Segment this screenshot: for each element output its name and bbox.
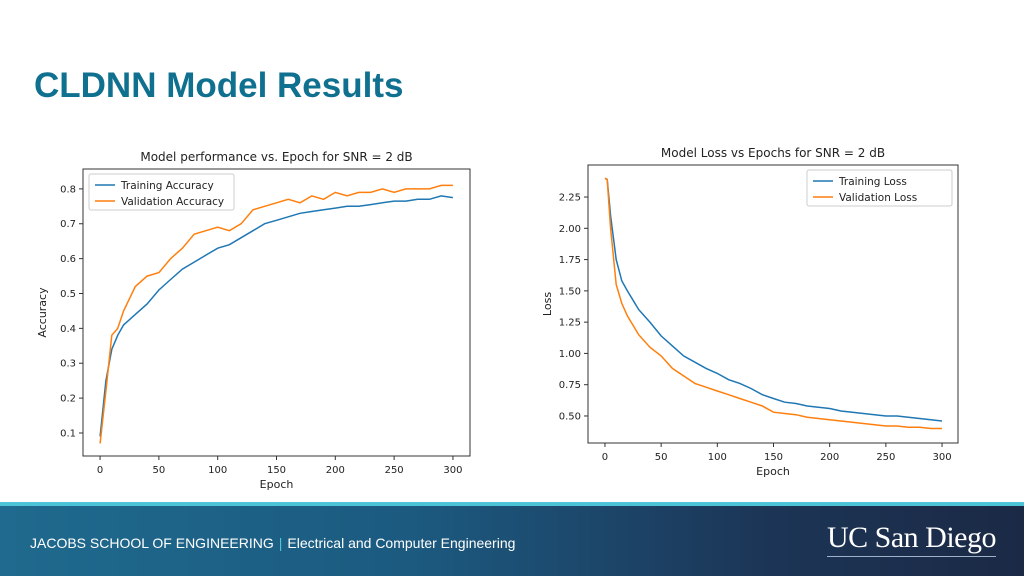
y-axis-label: Accuracy xyxy=(36,287,49,338)
y-tick-label: 0.1 xyxy=(60,428,76,439)
loss-chart: Model Loss vs Epochs for SNR = 2 dB 0 50 10… xyxy=(541,146,959,478)
slide-title: CLDNN Model Results xyxy=(34,66,404,105)
legend-box xyxy=(88,173,235,211)
x-tick-label: 0 xyxy=(97,465,103,476)
x-tick-label: 250 xyxy=(876,452,895,463)
school-name: JACOBS SCHOOL OF ENGINEERING xyxy=(30,535,274,551)
accuracy-chart: Model performance vs. Epoch for SNR = 2 … xyxy=(36,150,471,491)
footer-text: JACOBS SCHOOL OF ENGINEERING | Electrical … xyxy=(30,535,515,551)
legend-box xyxy=(806,169,953,207)
legend-label: Training Accuracy xyxy=(120,180,214,192)
y-tick-label: 0.4 xyxy=(60,324,76,335)
y-tick-label: 0.50 xyxy=(559,411,581,422)
legend-label: Validation Loss xyxy=(839,192,917,204)
x-tick-label: 50 xyxy=(655,452,668,463)
y-tick-label: 0.8 xyxy=(60,184,76,195)
chart-title: Model Loss vs Epochs for SNR = 2 dB xyxy=(661,146,885,160)
y-tick-label: 1.50 xyxy=(559,286,581,297)
footer-bar: JACOBS SCHOOL OF ENGINEERING | Electrical … xyxy=(0,502,1024,576)
x-tick-label: 250 xyxy=(385,465,404,476)
x-tick-label: 150 xyxy=(267,465,286,476)
chart-title: Model performance vs. Epoch for SNR = 2 … xyxy=(140,150,412,164)
x-axis-label: Epoch xyxy=(260,478,294,491)
y-tick-label: 1.75 xyxy=(559,255,581,266)
department-name: Electrical and Computer Engineering xyxy=(287,535,516,551)
ucsd-logo: UC San Diego xyxy=(827,522,997,557)
x-tick-label: 300 xyxy=(932,452,951,463)
y-tick-label: 0.75 xyxy=(559,380,581,391)
x-tick-label: 300 xyxy=(443,465,462,476)
y-tick-label: 0.3 xyxy=(60,359,76,370)
y-tick-label: 0.5 xyxy=(60,289,76,300)
legend-label: Validation Accuracy xyxy=(121,196,224,208)
legend-label: Training Loss xyxy=(838,176,907,188)
x-tick-label: 150 xyxy=(764,452,783,463)
series-line-validation-accuracy xyxy=(99,184,453,444)
y-tick-label: 0.6 xyxy=(60,254,76,265)
plot-frame xyxy=(82,168,471,457)
plot-frame xyxy=(587,164,959,444)
y-axis-label: Loss xyxy=(541,292,554,316)
x-axis-label: Epoch xyxy=(756,465,790,478)
y-tick-label: 2.00 xyxy=(559,224,581,235)
series-line-training-loss xyxy=(604,177,943,422)
y-tick-label: 1.25 xyxy=(559,318,581,329)
footer-separator: | xyxy=(278,535,283,551)
y-tick-label: 0.2 xyxy=(60,394,76,405)
x-tick-label: 200 xyxy=(326,465,345,476)
y-tick-label: 0.7 xyxy=(60,219,76,230)
x-tick-label: 100 xyxy=(208,465,227,476)
series-line-validation-loss xyxy=(604,177,942,430)
series-line-training-accuracy xyxy=(99,195,454,437)
x-tick-label: 200 xyxy=(820,452,839,463)
y-tick-label: 2.25 xyxy=(559,193,581,204)
x-tick-label: 100 xyxy=(708,452,727,463)
x-tick-label: 0 xyxy=(602,452,608,463)
x-tick-label: 50 xyxy=(153,465,166,476)
y-tick-label: 1.00 xyxy=(559,349,581,360)
